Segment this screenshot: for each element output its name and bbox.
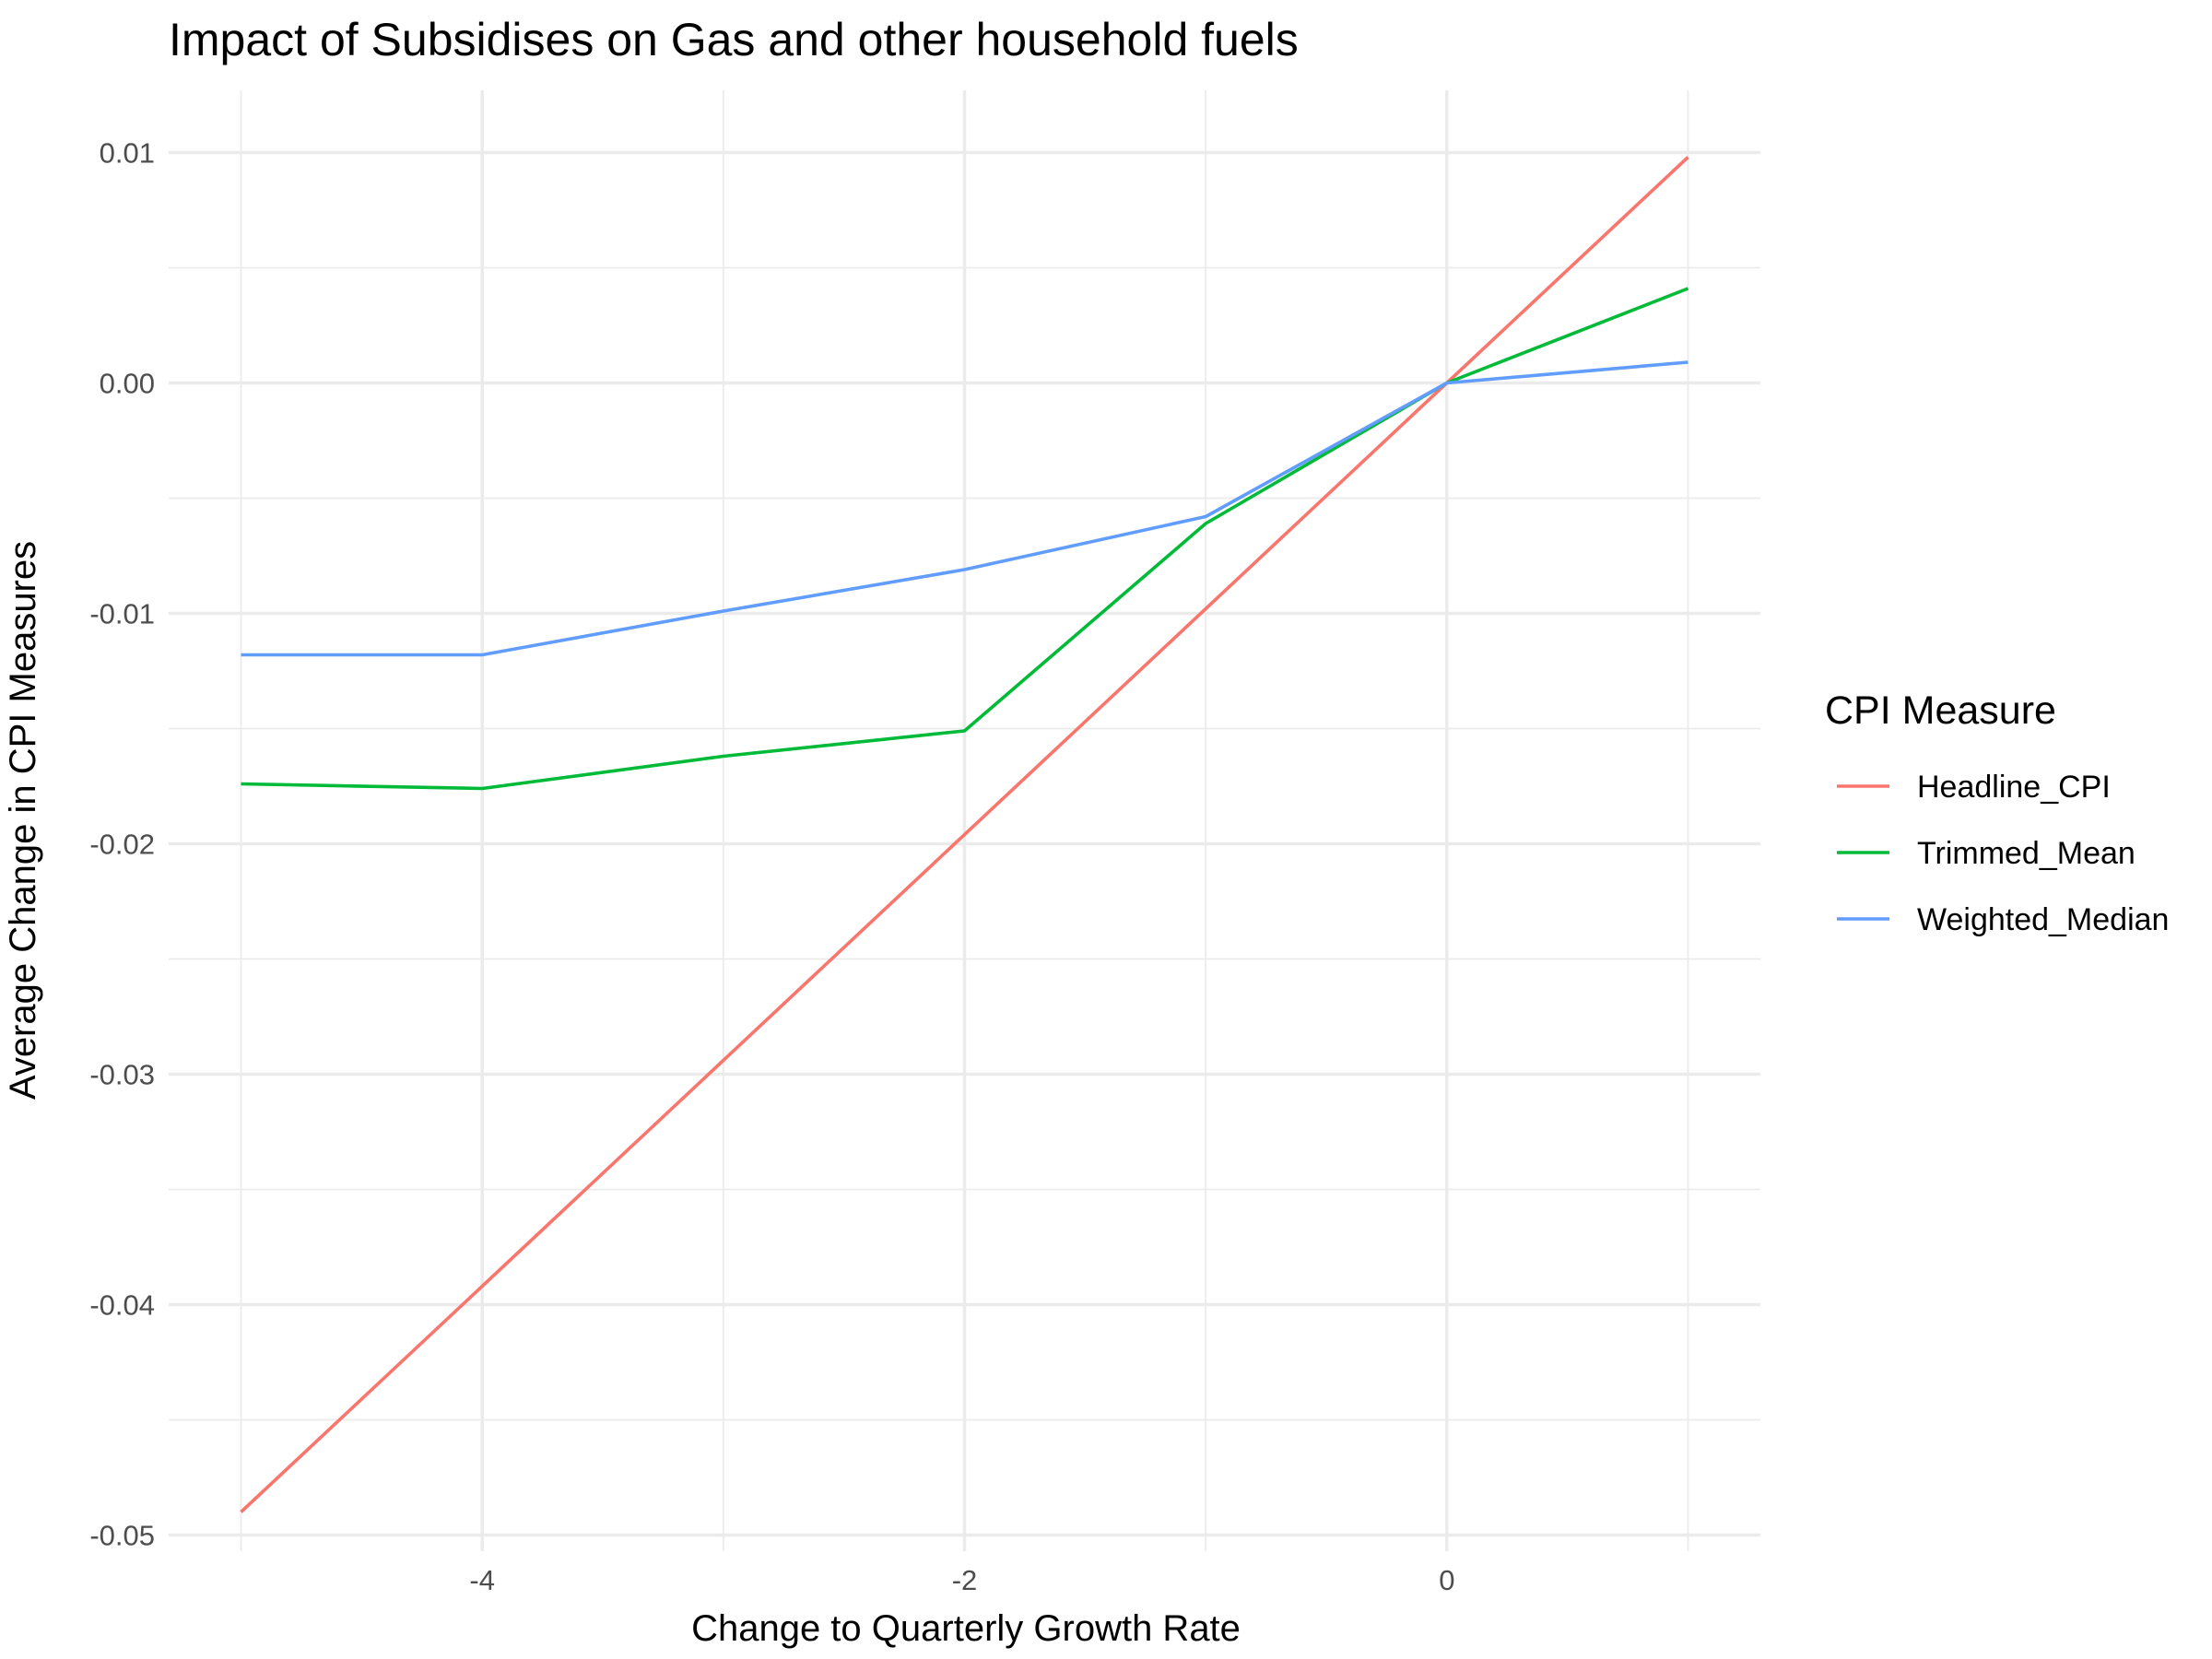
y-tick-label: -0.02 — [89, 829, 155, 861]
legend-label: Trimmed_Mean — [1917, 836, 2136, 871]
legend: CPI Measure Headline_CPI Trimmed_Mean Weig… — [1825, 688, 2169, 937]
legend-title: CPI Measure — [1825, 688, 2056, 733]
legend-label: Weighted_Median — [1917, 902, 2169, 937]
x-tick-label: -2 — [952, 1564, 978, 1596]
plot-series — [240, 156, 1689, 1513]
y-axis-ticks: -0.05 -0.04 -0.03 -0.02 -0.01 0.00 0.01 — [89, 137, 155, 1552]
y-axis-title: Average Change in CPI Measures — [3, 541, 43, 1100]
y-tick-label: -0.05 — [89, 1520, 155, 1552]
y-tick-label: 0.00 — [100, 368, 155, 400]
y-tick-label: 0.01 — [100, 137, 155, 170]
x-axis-ticks: -4 -2 0 — [469, 1564, 1454, 1596]
y-tick-label: -0.01 — [89, 598, 155, 630]
series-line-weighted-median — [241, 360, 1688, 657]
chart-title: Impact of Subsidises on Gas and other ho… — [169, 14, 1299, 65]
x-axis-title: Change to Quarterly Growth Rate — [691, 1608, 1241, 1649]
y-tick-label: -0.04 — [89, 1289, 155, 1322]
x-tick-label: 0 — [1439, 1564, 1454, 1596]
y-tick-label: -0.03 — [89, 1059, 155, 1091]
x-tick-label: -4 — [469, 1564, 495, 1596]
legend-label: Headline_CPI — [1917, 770, 2111, 805]
plot-grid — [169, 90, 1760, 1551]
